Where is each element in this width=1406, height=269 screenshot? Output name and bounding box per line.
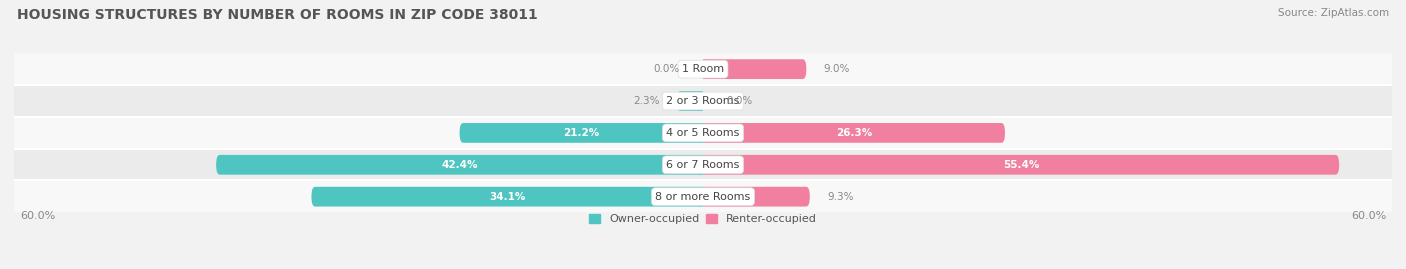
Text: 55.4%: 55.4% — [1002, 160, 1039, 170]
Text: 9.0%: 9.0% — [824, 64, 851, 74]
FancyBboxPatch shape — [703, 187, 707, 207]
FancyBboxPatch shape — [460, 123, 703, 143]
Text: 8 or more Rooms: 8 or more Rooms — [655, 192, 751, 202]
Text: 2 or 3 Rooms: 2 or 3 Rooms — [666, 96, 740, 106]
FancyBboxPatch shape — [14, 149, 1392, 180]
FancyBboxPatch shape — [217, 155, 703, 175]
FancyBboxPatch shape — [703, 155, 1339, 175]
FancyBboxPatch shape — [703, 59, 707, 79]
Text: 9.3%: 9.3% — [827, 192, 853, 202]
FancyBboxPatch shape — [14, 85, 1392, 117]
FancyBboxPatch shape — [14, 117, 1392, 148]
Legend: Owner-occupied, Renter-occupied: Owner-occupied, Renter-occupied — [585, 210, 821, 229]
Text: 60.0%: 60.0% — [20, 211, 55, 221]
Text: 6 or 7 Rooms: 6 or 7 Rooms — [666, 160, 740, 170]
Text: 34.1%: 34.1% — [489, 192, 526, 202]
FancyBboxPatch shape — [703, 187, 810, 207]
Text: 42.4%: 42.4% — [441, 160, 478, 170]
FancyBboxPatch shape — [14, 181, 1392, 212]
Text: 60.0%: 60.0% — [1351, 211, 1386, 221]
Text: Source: ZipAtlas.com: Source: ZipAtlas.com — [1278, 8, 1389, 18]
FancyBboxPatch shape — [703, 59, 807, 79]
Text: 0.0%: 0.0% — [725, 96, 752, 106]
FancyBboxPatch shape — [14, 54, 1392, 85]
Text: 2.3%: 2.3% — [633, 96, 659, 106]
FancyBboxPatch shape — [703, 155, 707, 175]
FancyBboxPatch shape — [676, 91, 703, 111]
FancyBboxPatch shape — [699, 187, 703, 207]
FancyBboxPatch shape — [699, 155, 703, 175]
Text: 4 or 5 Rooms: 4 or 5 Rooms — [666, 128, 740, 138]
FancyBboxPatch shape — [699, 91, 703, 111]
FancyBboxPatch shape — [312, 187, 703, 207]
FancyBboxPatch shape — [703, 123, 707, 143]
FancyBboxPatch shape — [699, 123, 703, 143]
Text: 21.2%: 21.2% — [564, 128, 599, 138]
Text: HOUSING STRUCTURES BY NUMBER OF ROOMS IN ZIP CODE 38011: HOUSING STRUCTURES BY NUMBER OF ROOMS IN… — [17, 8, 537, 22]
FancyBboxPatch shape — [703, 123, 1005, 143]
Text: 1 Room: 1 Room — [682, 64, 724, 74]
Text: 26.3%: 26.3% — [837, 128, 872, 138]
Text: 0.0%: 0.0% — [654, 64, 681, 74]
